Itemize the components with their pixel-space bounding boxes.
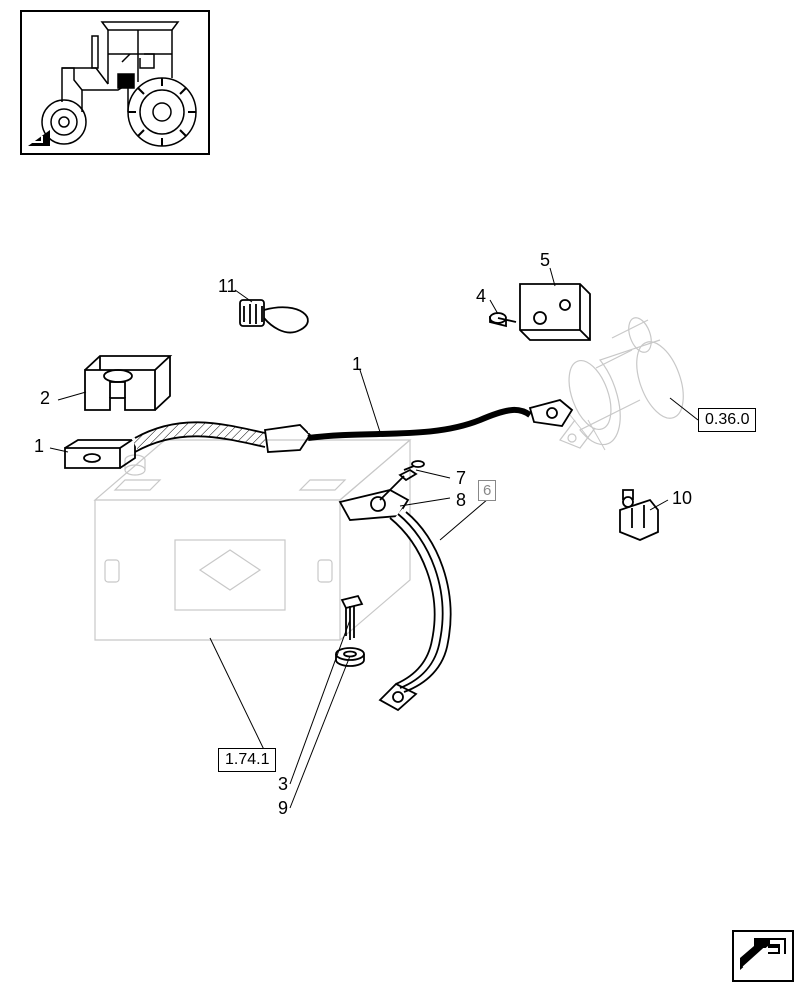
- callout-1-mid: 1: [352, 354, 362, 375]
- callout-6-box: 6: [478, 480, 496, 501]
- callout-11: 11: [218, 276, 237, 297]
- arrow-icon: [734, 932, 792, 980]
- callout-1-left: 1: [34, 436, 44, 457]
- next-page-icon-box: [732, 930, 794, 982]
- callout-3: 3: [278, 774, 288, 795]
- callout-8: 8: [456, 490, 466, 511]
- ref-0-36-0: 0.36.0: [698, 408, 756, 432]
- callout-9: 9: [278, 798, 288, 819]
- ref-1-74-1: 1.74.1: [218, 748, 276, 772]
- callout-4: 4: [476, 286, 486, 307]
- diagram-page: 11 5 4 1 2 1 7 8 10 3 9 6 1.74.1 0.36.0: [0, 0, 812, 1000]
- callout-7: 7: [456, 468, 466, 489]
- callout-10: 10: [672, 488, 692, 509]
- callout-5: 5: [540, 250, 550, 271]
- callout-2: 2: [40, 388, 50, 409]
